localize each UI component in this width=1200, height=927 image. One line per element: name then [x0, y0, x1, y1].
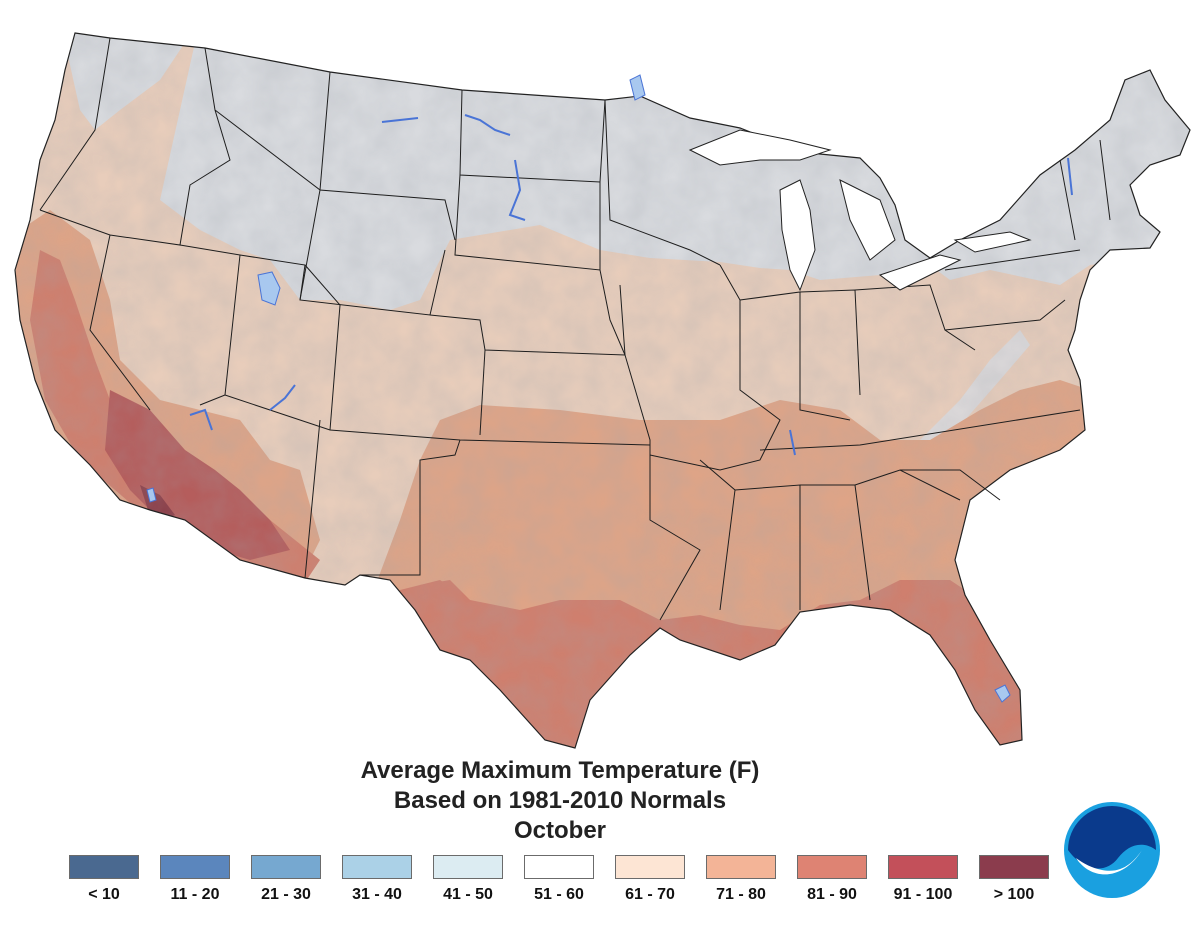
legend-item: 21 - 30	[250, 855, 322, 904]
lake-michigan	[779, 179, 816, 292]
legend-swatch	[251, 855, 321, 879]
missouri-river	[381, 114, 511, 136]
legend-label: 91 - 100	[893, 886, 953, 903]
lake-erie	[878, 254, 962, 291]
legend-item: 51 - 60	[523, 855, 595, 904]
logo-bird	[1076, 850, 1142, 875]
state-borders	[39, 37, 1111, 621]
water-features	[146, 74, 1073, 703]
legend-item: < 10	[68, 855, 140, 904]
legend: < 10 11 - 20 21 - 30 31 - 40 41 - 50 51 - 60 6…	[68, 855, 1058, 915]
legend-label: < 10	[88, 886, 120, 903]
lake-okeechobee	[994, 684, 1011, 703]
legend-label: > 100	[993, 886, 1035, 903]
map-month: October	[513, 817, 606, 844]
legend-label: 31 - 40	[352, 886, 402, 903]
temperature-map	[14, 32, 1191, 749]
legend-label: 81 - 90	[807, 886, 857, 903]
lake-huron	[839, 179, 896, 261]
legend-item: 41 - 50	[432, 855, 504, 904]
lake-champlain	[1067, 157, 1073, 196]
lake-superior	[688, 129, 832, 166]
legend-item: 61 - 70	[614, 855, 686, 904]
legend-label: 21 - 30	[261, 886, 311, 903]
noaa-logo	[1064, 802, 1160, 898]
legend-swatch	[706, 855, 776, 879]
lake-ontario	[953, 231, 1032, 253]
legend-swatch	[797, 855, 867, 879]
lake-mead	[189, 408, 213, 431]
legend-item: 31 - 40	[341, 855, 413, 904]
great-salt-lake	[257, 271, 281, 306]
legend-label: 41 - 50	[443, 886, 493, 903]
legend-swatch	[979, 855, 1049, 879]
legend-label: 11 - 20	[170, 886, 220, 903]
kentucky-lake	[789, 429, 796, 456]
terrain-shading	[15, 33, 1190, 748]
legend-swatch	[69, 855, 139, 879]
legend-swatch	[615, 855, 685, 879]
logo-top	[1068, 806, 1156, 869]
salton-sea	[146, 487, 157, 503]
legend-label: 61 - 70	[625, 886, 675, 903]
us-map-svg	[14, 32, 1191, 749]
lake-powell	[269, 384, 296, 411]
legend-label: 71 - 80	[716, 886, 766, 903]
legend-swatch	[342, 855, 412, 879]
legend-swatch	[888, 855, 958, 879]
legend-label: 51 - 60	[534, 886, 584, 903]
legend-swatch	[524, 855, 594, 879]
legend-item: 11 - 20	[159, 855, 231, 904]
map-subtitle: Based on 1981-2010 Normals	[393, 787, 727, 814]
legend-item: > 100	[978, 855, 1050, 904]
legend-swatch	[160, 855, 230, 879]
legend-item: 81 - 90	[796, 855, 868, 904]
map-title: Average Maximum Temperature (F)	[360, 757, 760, 784]
legend-swatch	[433, 855, 503, 879]
lake-sakakawea	[508, 159, 526, 221]
legend-item: 91 - 100	[887, 855, 959, 904]
lake-of-the-woods	[629, 74, 646, 101]
great-lakes	[688, 129, 1032, 292]
legend-item: 71 - 80	[705, 855, 777, 904]
